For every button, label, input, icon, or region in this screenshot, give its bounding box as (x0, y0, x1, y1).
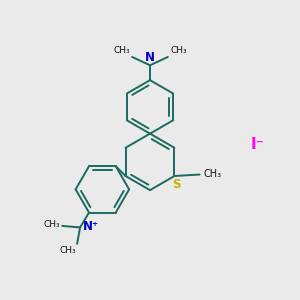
Text: N⁺: N⁺ (82, 220, 99, 233)
Text: CH₃: CH₃ (59, 246, 76, 255)
Text: CH₃: CH₃ (113, 46, 130, 56)
Text: S: S (172, 178, 180, 191)
Text: CH₃: CH₃ (170, 46, 187, 56)
Text: N: N (145, 51, 155, 64)
Text: CH₃: CH₃ (203, 169, 221, 179)
Text: CH₃: CH₃ (43, 220, 60, 229)
Text: I⁻: I⁻ (250, 136, 264, 152)
